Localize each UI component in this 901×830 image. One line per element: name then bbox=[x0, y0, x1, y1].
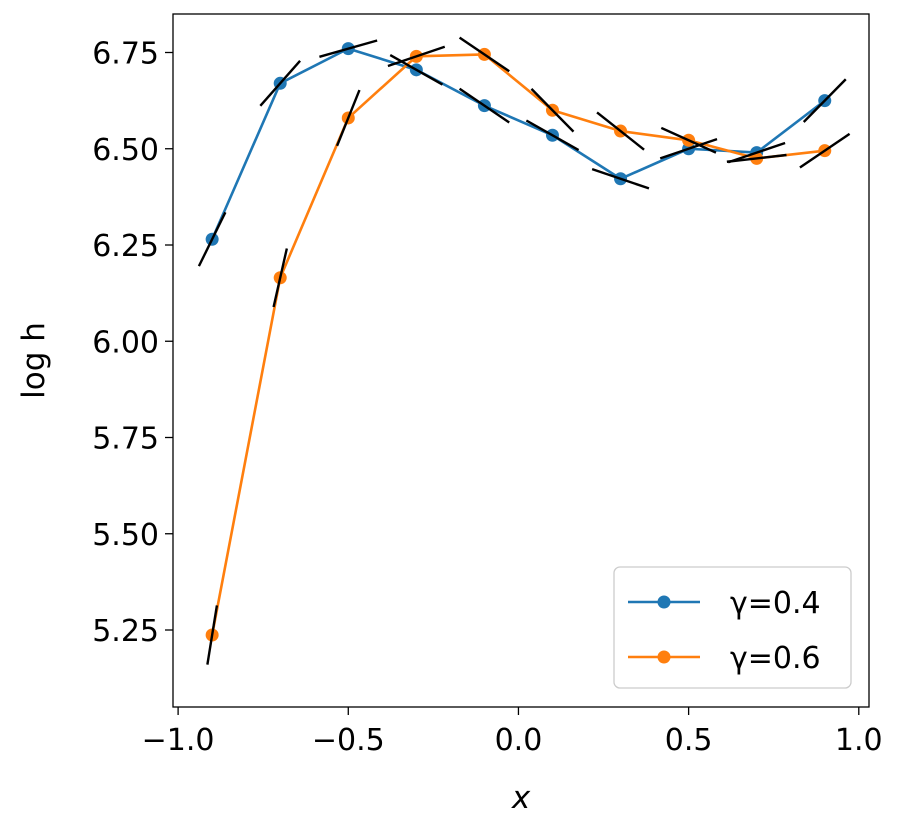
legend-swatch-marker bbox=[657, 595, 671, 609]
x-tick-label: 0.5 bbox=[665, 723, 713, 758]
tangent-segment bbox=[591, 168, 650, 190]
tangent-segment bbox=[206, 605, 219, 665]
tangent-segment bbox=[319, 39, 378, 58]
tangent-segment bbox=[525, 119, 580, 152]
x-tick-label: −0.5 bbox=[312, 723, 385, 758]
x-tick-label: −1.0 bbox=[142, 723, 215, 758]
y-axis-label: log h bbox=[16, 322, 52, 399]
tangent-segment bbox=[802, 78, 847, 123]
legend-entry: γ=0.4 bbox=[628, 586, 821, 621]
tangent-segment bbox=[659, 137, 718, 160]
legend-entry: γ=0.6 bbox=[628, 641, 821, 676]
tangent-segment bbox=[259, 60, 301, 107]
x-tick-label: 1.0 bbox=[835, 723, 883, 758]
tangent-segment bbox=[335, 89, 361, 147]
tangent-segment bbox=[596, 111, 645, 151]
plot-frame bbox=[172, 13, 870, 708]
x-axis-label: x bbox=[511, 780, 531, 816]
legend-swatch-marker bbox=[657, 650, 671, 664]
x-tick-label: 0.0 bbox=[495, 723, 543, 758]
series-line-1 bbox=[210, 47, 826, 240]
tangent-segment bbox=[197, 211, 227, 267]
tangent-segment bbox=[272, 248, 289, 308]
series-line-2 bbox=[210, 53, 825, 636]
y-tick-label: 6.50 bbox=[92, 133, 159, 168]
tangent-segment bbox=[726, 153, 787, 163]
legend-label: γ=0.6 bbox=[730, 641, 821, 676]
tangent-segment bbox=[530, 88, 575, 133]
tangent-segment bbox=[727, 141, 786, 164]
tangent-segment bbox=[458, 87, 510, 124]
y-tick-label: 5.75 bbox=[92, 422, 159, 457]
tangent-segment bbox=[458, 36, 510, 73]
legend-label: γ=0.4 bbox=[730, 586, 821, 621]
tangent-segment bbox=[660, 126, 717, 154]
y-tick-label: 6.00 bbox=[92, 325, 159, 360]
tangent-segment bbox=[799, 132, 851, 169]
y-tick-label: 6.75 bbox=[92, 37, 159, 72]
tangent-segment bbox=[389, 54, 444, 86]
tangent-segment bbox=[387, 45, 446, 68]
y-tick-label: 5.25 bbox=[92, 614, 159, 649]
y-tick-label: 5.50 bbox=[92, 518, 159, 553]
y-tick-label: 6.25 bbox=[92, 229, 159, 264]
